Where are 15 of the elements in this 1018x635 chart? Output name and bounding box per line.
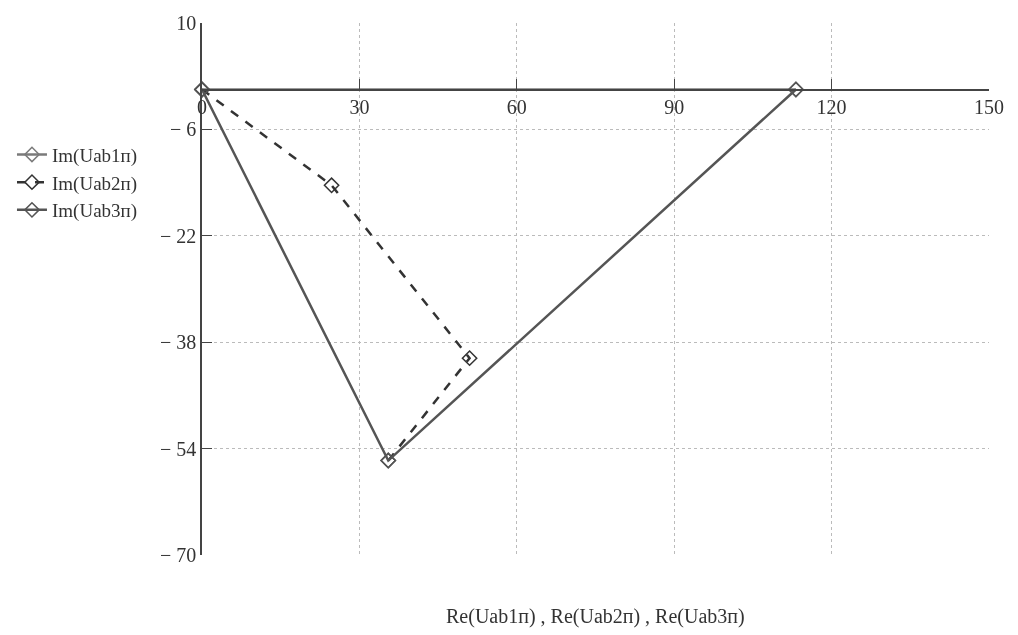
y-tick-label: − 6	[169, 118, 197, 141]
y-tick-label: 10	[176, 12, 197, 34]
x-tick-label: 150	[974, 96, 1004, 119]
y-tick-label: − 38	[159, 331, 197, 354]
y-tick-label: − 70	[159, 544, 197, 566]
legend-label: Im(Uab3п)	[51, 200, 138, 223]
y-tick-label: − 54	[159, 437, 197, 460]
x-tick-label: 60	[506, 96, 527, 119]
legend-label: Im(Uab2п)	[51, 172, 138, 195]
x-axis-title: Re(Uab1п) , Re(Uab2п) , Re(Uab3п)	[446, 605, 745, 628]
y-tick-label: − 22	[159, 224, 197, 247]
x-tick-label: 90	[664, 96, 685, 119]
x-tick-label: 120	[816, 96, 847, 119]
legend-label: Im(Uab1п)	[51, 144, 138, 167]
x-tick-label: 30	[349, 96, 370, 119]
